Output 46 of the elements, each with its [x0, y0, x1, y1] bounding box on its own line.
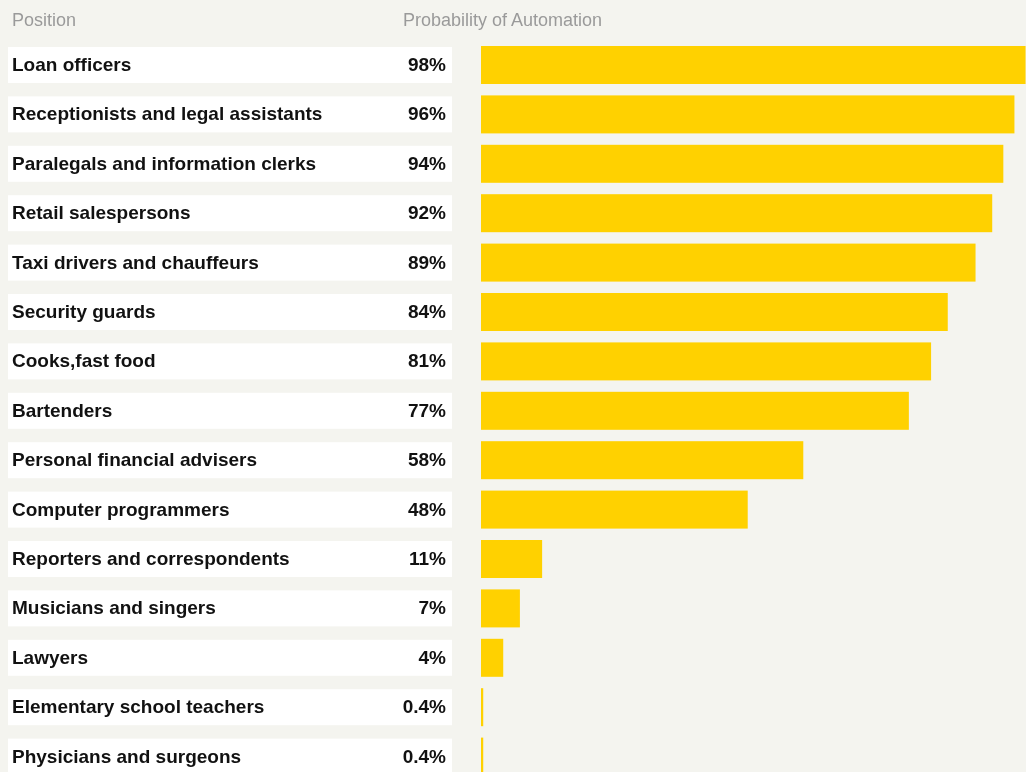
y-tick-label: Personal financial advisers	[12, 449, 258, 471]
y-tick-label: Musicians and singers	[12, 597, 216, 619]
bar	[481, 589, 520, 628]
y-tick-label: Paralegals and information clerks	[12, 152, 317, 174]
data-label: 92%	[407, 202, 447, 224]
bar	[481, 688, 484, 727]
x-axis-title: Probability of Automation	[403, 10, 603, 30]
bar	[481, 391, 909, 430]
bar	[481, 490, 748, 529]
bar	[481, 540, 543, 578]
data-label: 84%	[407, 301, 447, 322]
y-tick-label: Security guards	[12, 301, 156, 322]
bar	[481, 243, 976, 282]
bar	[481, 342, 932, 381]
data-label: 58%	[407, 449, 447, 471]
y-tick-label: Bartenders	[12, 399, 113, 421]
data-label: 4%	[418, 646, 447, 668]
data-label: 81%	[407, 350, 447, 372]
data-label: 48%	[407, 498, 447, 520]
y-tick-label: Retail salespersons	[12, 202, 191, 224]
y-tick-label: Lawyers	[12, 646, 89, 668]
bar	[481, 293, 948, 331]
bar	[481, 194, 993, 233]
data-label: 11%	[409, 548, 447, 569]
y-axis-title: Position	[12, 10, 77, 30]
y-tick-label: Receptionists and legal assistants	[12, 103, 323, 125]
data-label: 89%	[407, 251, 447, 273]
bar	[481, 638, 504, 677]
data-label: 7%	[418, 597, 447, 619]
y-tick-label: Physicians and surgeons	[12, 745, 242, 767]
y-tick-label: Reporters and correspondents	[12, 548, 290, 569]
y-tick-label: Loan officers	[12, 54, 132, 75]
bar	[481, 144, 1004, 183]
data-label: 77%	[407, 399, 447, 421]
data-label: 98%	[407, 54, 447, 75]
bar	[481, 441, 804, 480]
y-tick-label: Elementary school teachers	[12, 696, 265, 718]
bar	[481, 95, 1015, 134]
bar	[481, 46, 1026, 84]
data-label: 0.4%	[402, 696, 447, 718]
data-label: 96%	[407, 103, 447, 125]
data-label: 0.4%	[402, 745, 447, 767]
y-tick-label: Cooks,fast food	[12, 350, 156, 372]
y-tick-label: Computer programmers	[12, 498, 230, 520]
data-label: 94%	[407, 152, 447, 174]
y-tick-label: Taxi drivers and chauffeurs	[12, 251, 259, 273]
